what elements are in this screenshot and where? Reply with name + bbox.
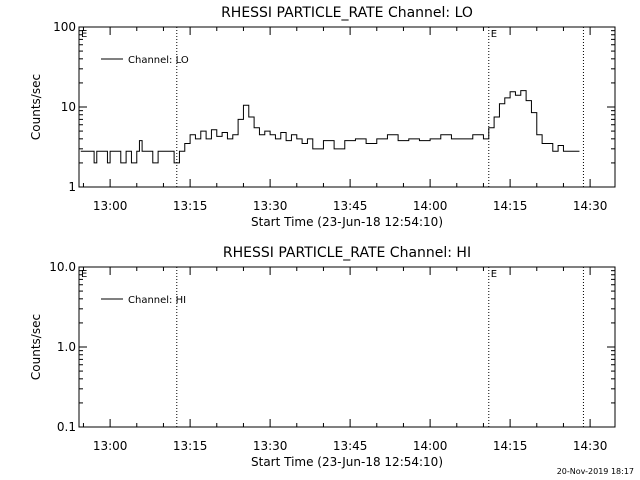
y-tick-label: 1.0 (57, 340, 76, 354)
x-tick-label: 13:45 (333, 439, 368, 453)
y-tick-label: 10 (61, 100, 76, 114)
x-tick-label: 14:15 (493, 199, 528, 213)
y-axis-label: Counts/sec (29, 74, 43, 140)
y-tick-label: 100 (53, 20, 76, 34)
x-axis-label: Start Time (23-Jun-18 12:54:10) (251, 215, 443, 229)
plot-frame (78, 26, 616, 188)
y-tick-label: 0.1 (57, 420, 76, 434)
legend-label: Channel: HI (128, 295, 186, 306)
panel-hi: RHESSI PARTICLE_RATE Channel: HI 0.1 1.0 10… (29, 245, 616, 469)
panel-lo: RHESSI PARTICLE_RATE Channel: LO 1 10 100 Co… (29, 5, 616, 229)
corner-marker: E (81, 29, 87, 40)
x-tick-label: 14:15 (493, 439, 528, 453)
x-axis-label: Start Time (23-Jun-18 12:54:10) (251, 455, 443, 469)
x-tick-label: 13:00 (93, 439, 128, 453)
corner-marker: E (81, 269, 87, 280)
x-tick-label: 13:30 (253, 439, 288, 453)
y-axis-label: Counts/sec (29, 314, 43, 380)
x-tick-label: 13:45 (333, 199, 368, 213)
x-tick-label: 13:15 (173, 439, 208, 453)
x-tick-label: 14:00 (413, 439, 448, 453)
plot-frame (78, 266, 616, 428)
x-tick-label: 14:30 (573, 199, 608, 213)
series-line-lo (80, 90, 580, 164)
x-tick-label: 14:00 (413, 199, 448, 213)
legend-label: Channel: LO (128, 55, 189, 66)
y-tick-label: 10.0 (49, 260, 76, 274)
chart-title: RHESSI PARTICLE_RATE Channel: LO (221, 5, 473, 21)
x-tick-label: 13:15 (173, 199, 208, 213)
x-tick-label: 13:00 (93, 199, 128, 213)
chart-title: RHESSI PARTICLE_RATE Channel: HI (223, 245, 471, 261)
x-tick-label: 14:30 (573, 439, 608, 453)
x-tick-label: 13:30 (253, 199, 288, 213)
event-vline-label: E (491, 269, 497, 280)
footer-timestamp: 20-Nov-2019 18:17 (557, 467, 634, 476)
y-tick-label: 1 (68, 180, 76, 194)
event-vline-label: E (491, 29, 497, 40)
